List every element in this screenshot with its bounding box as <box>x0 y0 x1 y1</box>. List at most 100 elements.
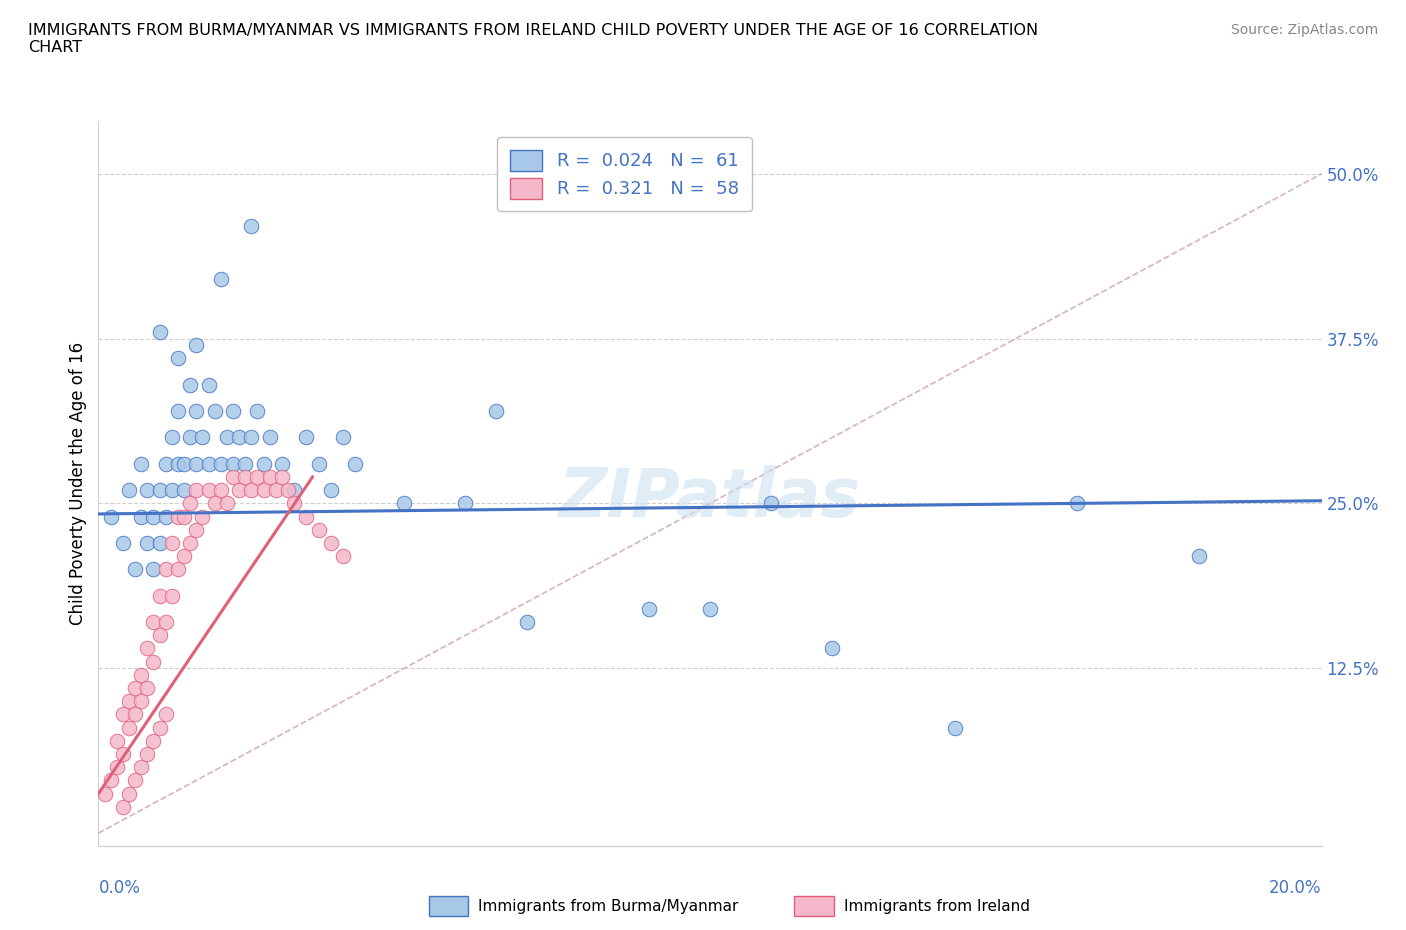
Point <box>186 338 208 352</box>
Point <box>344 457 367 472</box>
Point <box>821 641 844 656</box>
Point <box>136 536 159 551</box>
Point <box>142 509 165 524</box>
Point <box>155 707 177 722</box>
Point <box>160 483 183 498</box>
Point <box>1066 496 1088 511</box>
Point <box>759 496 782 511</box>
Point <box>332 549 354 564</box>
Point <box>111 707 134 722</box>
Point <box>264 483 287 498</box>
Point <box>204 404 226 418</box>
Point <box>699 602 721 617</box>
Point <box>228 430 250 445</box>
Point <box>308 457 330 472</box>
Point <box>155 457 177 472</box>
Point <box>149 483 172 498</box>
Point <box>204 496 226 511</box>
Point <box>173 549 195 564</box>
Point <box>167 457 190 472</box>
Point <box>136 747 159 762</box>
Point <box>129 694 152 709</box>
Point <box>173 457 195 472</box>
Point <box>149 628 172 643</box>
Point <box>100 509 122 524</box>
Text: Immigrants from Ireland: Immigrants from Ireland <box>844 899 1029 914</box>
Point <box>270 457 292 472</box>
Text: Immigrants from Burma/Myanmar: Immigrants from Burma/Myanmar <box>478 899 738 914</box>
Point <box>186 457 208 472</box>
Point <box>111 747 134 762</box>
Point <box>155 509 177 524</box>
Point <box>186 404 208 418</box>
Point <box>392 496 416 511</box>
Text: 20.0%: 20.0% <box>1270 879 1322 897</box>
Point <box>142 562 165 577</box>
Point <box>142 734 165 749</box>
Point <box>129 760 152 775</box>
Point <box>142 615 165 630</box>
Point <box>222 470 245 485</box>
Point <box>222 457 245 472</box>
Point <box>191 430 214 445</box>
Point <box>233 470 256 485</box>
Point <box>454 496 477 511</box>
Point <box>160 536 183 551</box>
Point <box>197 483 219 498</box>
Point <box>142 654 165 669</box>
Point <box>179 496 201 511</box>
Point <box>259 430 281 445</box>
Point <box>332 430 354 445</box>
Point <box>105 734 128 749</box>
Point <box>105 760 128 775</box>
Point <box>149 536 172 551</box>
Point <box>136 483 159 498</box>
Point <box>160 589 183 604</box>
Point <box>240 430 263 445</box>
Text: IMMIGRANTS FROM BURMA/MYANMAR VS IMMIGRANTS FROM IRELAND CHILD POVERTY UNDER THE: IMMIGRANTS FROM BURMA/MYANMAR VS IMMIGRA… <box>28 23 1038 38</box>
Point <box>167 404 190 418</box>
Point <box>167 351 190 365</box>
Point <box>124 681 146 696</box>
Point <box>173 483 195 498</box>
Point <box>209 272 232 286</box>
Point <box>228 483 250 498</box>
Point <box>943 720 966 735</box>
Text: 0.0%: 0.0% <box>98 879 141 897</box>
Point <box>283 483 305 498</box>
Point <box>118 483 141 498</box>
Point <box>295 430 318 445</box>
Point <box>215 430 238 445</box>
Point <box>197 457 219 472</box>
Point <box>197 378 219 392</box>
Point <box>191 509 214 524</box>
Point <box>129 509 152 524</box>
Point <box>319 483 342 498</box>
Y-axis label: Child Poverty Under the Age of 16: Child Poverty Under the Age of 16 <box>69 342 87 625</box>
Text: ZIPatlas: ZIPatlas <box>560 465 860 531</box>
Point <box>179 536 201 551</box>
Point <box>124 707 146 722</box>
Point <box>124 562 146 577</box>
Point <box>1188 549 1211 564</box>
Point <box>270 470 292 485</box>
Point <box>637 602 661 617</box>
Point <box>155 562 177 577</box>
Point <box>277 483 299 498</box>
Point <box>124 773 146 788</box>
Point <box>516 615 538 630</box>
Point <box>111 536 134 551</box>
Point <box>283 496 305 511</box>
Point <box>111 799 134 814</box>
Point <box>246 404 269 418</box>
Point <box>319 536 342 551</box>
Point <box>186 523 208 538</box>
Point <box>173 509 195 524</box>
Point <box>118 720 141 735</box>
Point <box>118 694 141 709</box>
Point <box>179 430 201 445</box>
Point <box>240 483 263 498</box>
Point <box>167 509 190 524</box>
Text: CHART: CHART <box>28 40 82 55</box>
Point <box>215 496 238 511</box>
